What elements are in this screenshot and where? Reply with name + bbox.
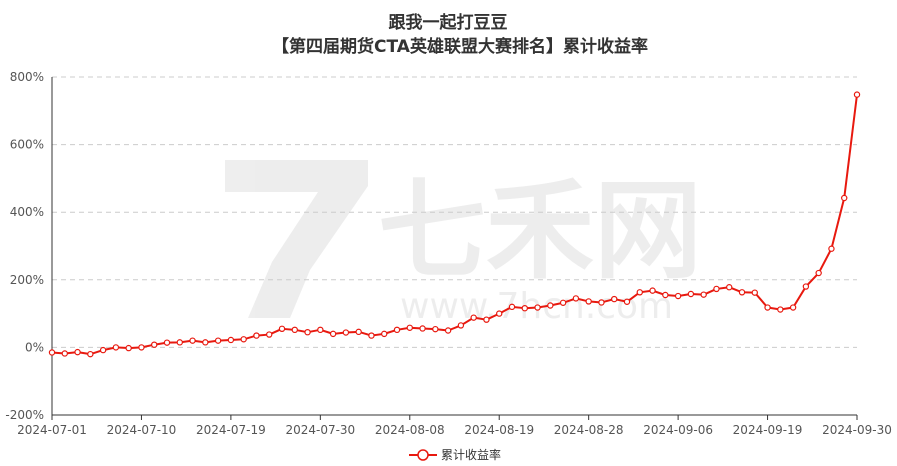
x-tick-label: 2024-09-30 (822, 423, 892, 437)
data-point[interactable] (406, 324, 413, 331)
data-point[interactable] (151, 341, 158, 348)
data-point[interactable] (227, 336, 235, 344)
data-point[interactable] (764, 304, 771, 311)
data-point[interactable] (726, 284, 733, 291)
data-point[interactable] (329, 330, 337, 338)
data-point[interactable] (674, 292, 682, 300)
x-tick-label: 2024-07-10 (107, 423, 177, 437)
series-layer (48, 91, 861, 358)
data-point[interactable] (432, 325, 439, 333)
data-point[interactable] (291, 326, 298, 334)
data-point[interactable] (789, 304, 797, 311)
x-tick-label: 2024-09-06 (643, 423, 713, 437)
data-point[interactable] (623, 298, 631, 305)
data-point[interactable] (815, 269, 822, 277)
data-point[interactable] (278, 325, 286, 333)
y-tick-label: 600% (10, 138, 44, 152)
data-point[interactable] (841, 194, 848, 202)
data-point[interactable] (202, 339, 209, 346)
data-point[interactable] (48, 349, 56, 356)
x-axis: 2024-07-01 2024-07-10 2024-07-19 2024-07-30… (17, 77, 892, 437)
data-point[interactable] (176, 339, 183, 346)
data-point[interactable] (444, 327, 452, 334)
data-point[interactable] (700, 291, 707, 298)
data-point[interactable] (585, 298, 592, 305)
y-axis: -200% 0% 200% 400% 600% 800% (5, 70, 44, 422)
watermark: 七禾网 www.7hcn.com (225, 160, 702, 327)
data-point[interactable] (598, 299, 605, 306)
y-tick-label: -200% (5, 408, 44, 422)
data-point[interactable] (572, 295, 580, 302)
legend-marker-icon (417, 449, 429, 461)
data-point[interactable] (240, 336, 247, 343)
x-tick-label: 2024-09-19 (733, 423, 803, 437)
data-point[interactable] (802, 283, 810, 290)
data-point[interactable] (99, 346, 107, 354)
watermark-logo-icon (225, 160, 368, 318)
watermark-brand: 七禾网 (378, 169, 702, 294)
data-point[interactable] (636, 289, 643, 296)
data-point[interactable] (713, 285, 720, 293)
data-point[interactable] (547, 302, 554, 309)
y-tick-label: 0% (25, 340, 44, 354)
data-point[interactable] (381, 330, 388, 338)
x-tick-label: 2024-08-08 (375, 423, 445, 437)
data-point[interactable] (189, 337, 196, 344)
data-point[interactable] (496, 310, 503, 317)
x-tick-label: 2024-07-01 (17, 423, 87, 437)
series-line (51, 94, 858, 356)
data-point[interactable] (419, 325, 426, 332)
data-point[interactable] (253, 332, 260, 339)
x-tick-label: 2024-08-19 (464, 423, 534, 437)
chart-subtitle: 【第四届期货CTA英雄联盟大赛排名】累计收益率 (272, 36, 648, 57)
legend[interactable]: 累计收益率 (409, 447, 501, 462)
data-point[interactable] (521, 304, 528, 312)
data-point[interactable] (317, 326, 324, 334)
data-point[interactable] (61, 350, 68, 357)
data-point[interactable] (457, 322, 465, 329)
x-tick-label: 2024-07-19 (196, 423, 266, 437)
y-tick-label: 400% (10, 205, 44, 219)
legend-label: 累计收益率 (441, 447, 501, 462)
data-point[interactable] (163, 339, 171, 346)
data-point[interactable] (662, 291, 669, 299)
data-point[interactable] (87, 350, 94, 358)
data-point[interactable] (738, 289, 746, 296)
data-point[interactable] (559, 299, 567, 306)
data-point[interactable] (751, 289, 758, 296)
data-point[interactable] (687, 290, 695, 298)
y-tick-label: 800% (10, 70, 44, 84)
data-point[interactable] (777, 306, 784, 313)
data-point[interactable] (125, 344, 132, 352)
data-point[interactable] (138, 344, 145, 351)
data-point[interactable] (508, 303, 516, 311)
data-point[interactable] (611, 295, 618, 303)
y-tick-label: 200% (10, 273, 44, 287)
data-point[interactable] (342, 329, 350, 336)
data-point[interactable] (470, 314, 477, 321)
data-point[interactable] (214, 337, 222, 344)
x-tick-label: 2024-08-28 (554, 423, 624, 437)
data-point[interactable] (393, 326, 401, 334)
data-point[interactable] (74, 348, 81, 356)
data-point[interactable] (304, 328, 311, 336)
data-point[interactable] (266, 331, 273, 338)
data-point[interactable] (649, 287, 656, 294)
chart-title: 跟我一起打豆豆 (389, 12, 508, 33)
data-point[interactable] (534, 304, 541, 311)
data-point[interactable] (368, 332, 375, 339)
x-tick-label: 2024-07-30 (285, 423, 355, 437)
data-point[interactable] (355, 328, 362, 336)
data-point[interactable] (828, 245, 835, 252)
data-point[interactable] (483, 316, 490, 323)
data-point[interactable] (112, 344, 120, 351)
data-point[interactable] (853, 91, 861, 98)
